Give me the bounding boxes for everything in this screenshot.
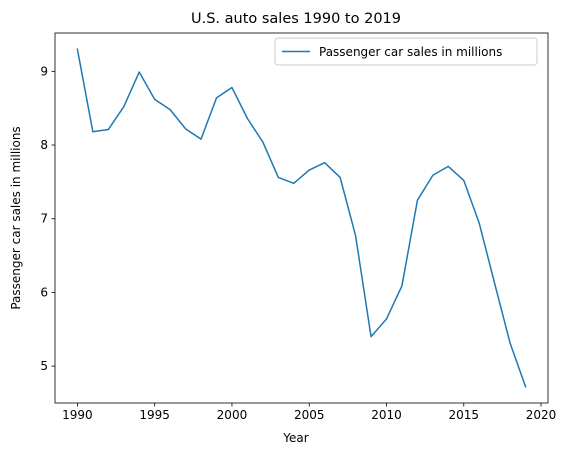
plot-frame — [54, 32, 549, 404]
x-tick-label: 2015 — [448, 408, 479, 422]
x-tick-label: 2000 — [217, 408, 248, 422]
x-axis: 1990 1995 2000 2005 2010 2015 2020 — [62, 403, 556, 422]
legend-box — [274, 37, 538, 66]
chart-title: U.S. auto sales 1990 to 2019 — [191, 11, 401, 27]
y-tick-label: 5 — [40, 359, 48, 373]
x-axis-label: Year — [282, 431, 308, 445]
x-tick-label: 2005 — [294, 408, 325, 422]
series-line — [76, 48, 527, 388]
y-axis-label: Passenger car sales in millions — [9, 126, 23, 309]
x-tick-label: 1990 — [62, 408, 93, 422]
legend: Passenger car sales in millions — [274, 37, 538, 66]
x-tick-label: 2020 — [526, 408, 557, 422]
x-tick-label: 1995 — [139, 408, 170, 422]
legend-label: Passenger car sales in millions — [319, 45, 502, 59]
y-tick-label: 7 — [40, 212, 48, 226]
x-tick-label: 2010 — [371, 408, 402, 422]
plot-area: 1990 1995 2000 2005 2010 2015 2020 5 6 7 8 9 — [40, 32, 556, 422]
y-axis: 5 6 7 8 9 — [40, 64, 55, 373]
y-tick-label: 8 — [40, 138, 48, 152]
y-tick-label: 9 — [40, 64, 48, 78]
y-tick-label: 6 — [40, 285, 48, 299]
